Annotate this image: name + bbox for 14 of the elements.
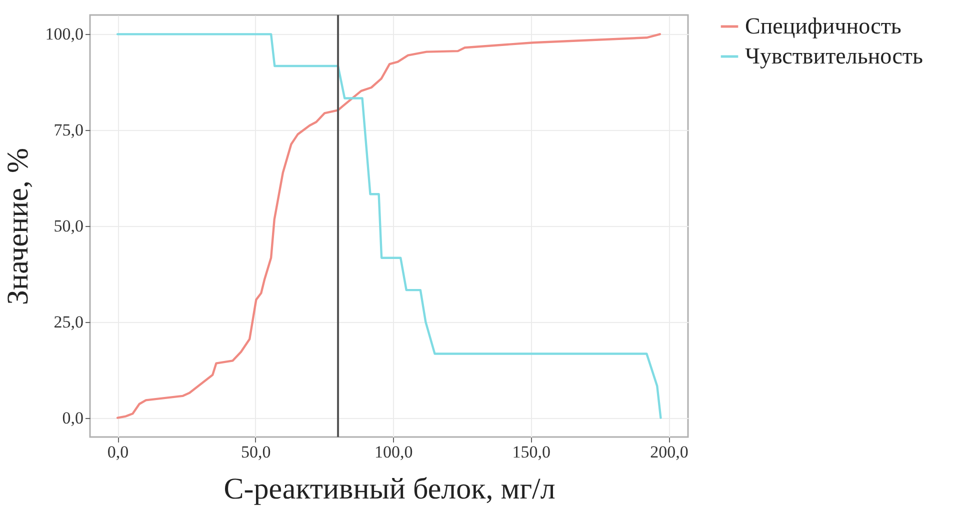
y-tick-label: 0,0: [62, 408, 84, 428]
x-tick-label: 0,0: [107, 442, 129, 462]
y-tick-label: 50,0: [54, 216, 84, 236]
y-axis-title: Значение, %: [1, 148, 34, 306]
x-tick-label: 150,0: [512, 442, 551, 462]
legend-label: Специфичность: [745, 14, 902, 38]
x-tick-label: 100,0: [374, 442, 413, 462]
x-tick-label: 50,0: [240, 442, 271, 462]
x-axis-title: С-реактивный белок, мг/л: [224, 472, 556, 506]
y-tick-label: 25,0: [54, 312, 84, 332]
y-tick-label: 100,0: [45, 24, 84, 44]
y-tick-label: 75,0: [54, 120, 84, 140]
x-tick-label: 200,0: [650, 442, 688, 462]
legend-label: Чувствительность: [745, 44, 923, 68]
